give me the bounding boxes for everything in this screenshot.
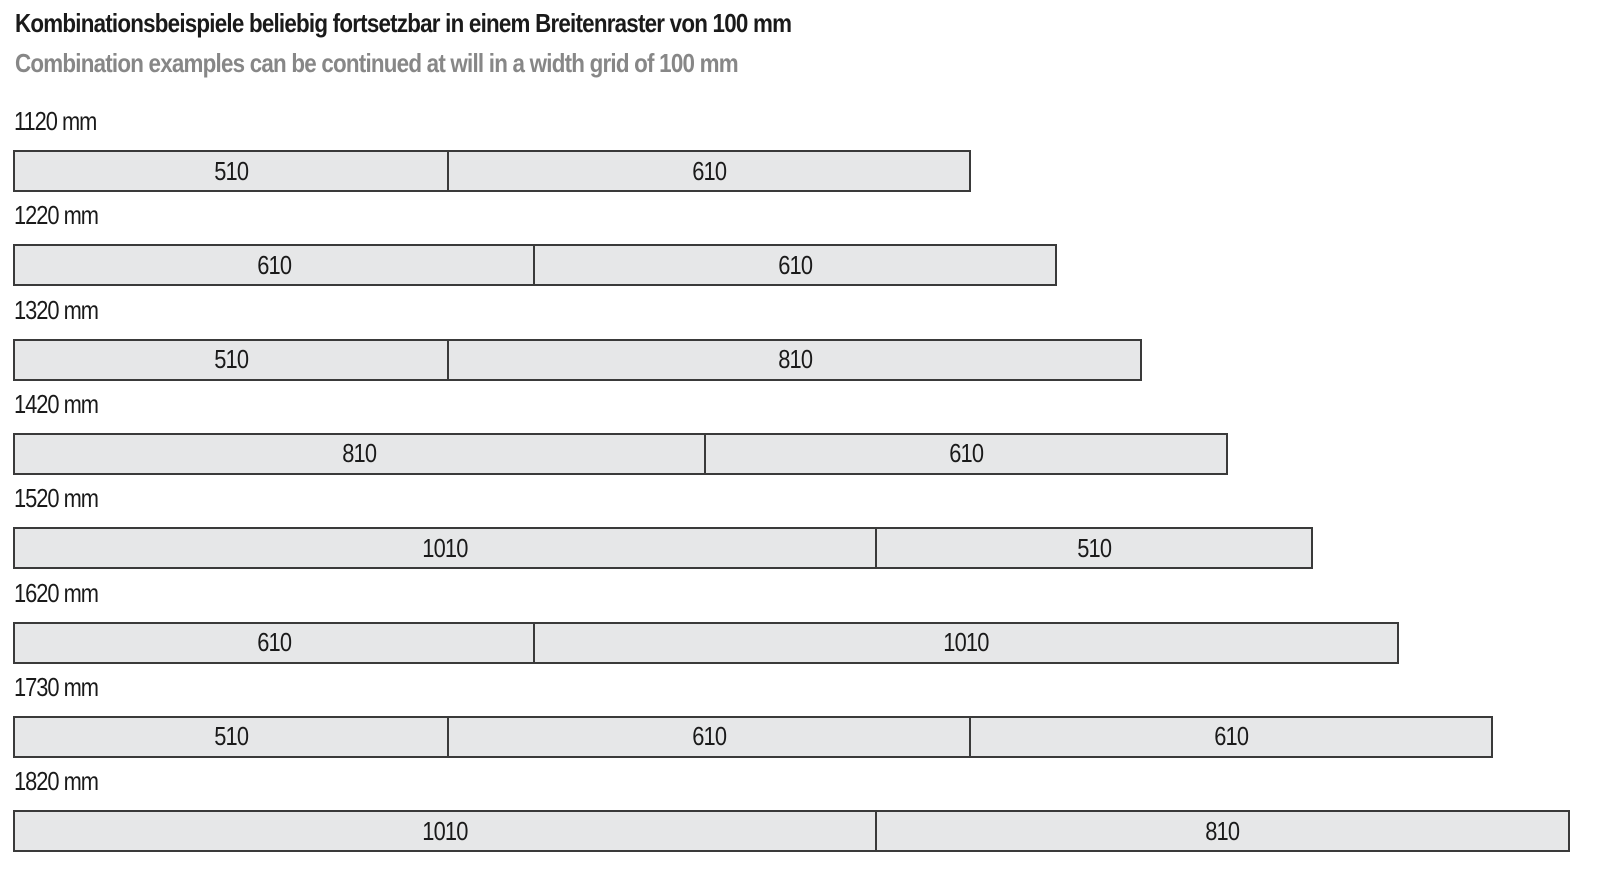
module-width-value: 810	[342, 438, 378, 469]
combination-width-label: 1420 mm	[14, 388, 99, 419]
module-width-value: 610	[692, 721, 727, 752]
module-segment: 510	[13, 338, 450, 381]
combination-width-label: 1820 mm	[14, 766, 99, 797]
combination-width-label: 1620 mm	[14, 577, 99, 608]
module-width-value: 1010	[422, 532, 468, 563]
module-segment: 810	[449, 338, 1143, 381]
module-width-value: 510	[214, 721, 249, 752]
module-segment: 510	[13, 715, 450, 758]
title-english: Combination examples can be continued at…	[15, 48, 739, 78]
combination-width-label: 1320 mm	[14, 294, 99, 325]
module-width-value: 1010	[943, 627, 989, 657]
module-width-value: 610	[1214, 721, 1249, 752]
module-width-value: 610	[777, 249, 813, 280]
module-width-value: 810	[1205, 815, 1241, 846]
module-width-value: 510	[1077, 532, 1112, 563]
module-segment: 610	[449, 150, 972, 192]
module-width-value: 610	[256, 249, 292, 280]
module-width-value: 810	[777, 344, 813, 375]
module-segment: 810	[13, 432, 706, 475]
module-width-value: 510	[214, 344, 249, 375]
combination-width-label: 1220 mm	[14, 200, 99, 231]
module-width-value: 610	[692, 155, 727, 186]
module-width-value: 610	[948, 438, 984, 469]
module-width-value: 610	[256, 627, 292, 657]
module-segment: 1010	[13, 810, 878, 853]
module-segment: 610	[13, 244, 535, 287]
module-segment: 610	[705, 432, 1228, 475]
combination-width-label: 1520 mm	[14, 483, 99, 514]
module-segment: 1010	[534, 621, 1399, 664]
module-segment: 1010	[13, 527, 878, 570]
combination-width-label: 1730 mm	[14, 671, 99, 702]
module-segment: 510	[877, 527, 1314, 570]
module-segment: 610	[13, 621, 535, 664]
combination-width-label: 1120 mm	[14, 106, 97, 136]
module-segment: 610	[449, 715, 972, 758]
module-segment: 810	[877, 810, 1570, 853]
module-segment: 610	[971, 715, 1493, 758]
module-width-value: 510	[214, 155, 249, 186]
module-segment: 610	[534, 244, 1057, 287]
title-german: Kombinationsbeispiele beliebig fortsetzb…	[15, 8, 792, 38]
module-width-value: 1010	[422, 815, 468, 846]
module-segment: 510	[13, 150, 450, 192]
